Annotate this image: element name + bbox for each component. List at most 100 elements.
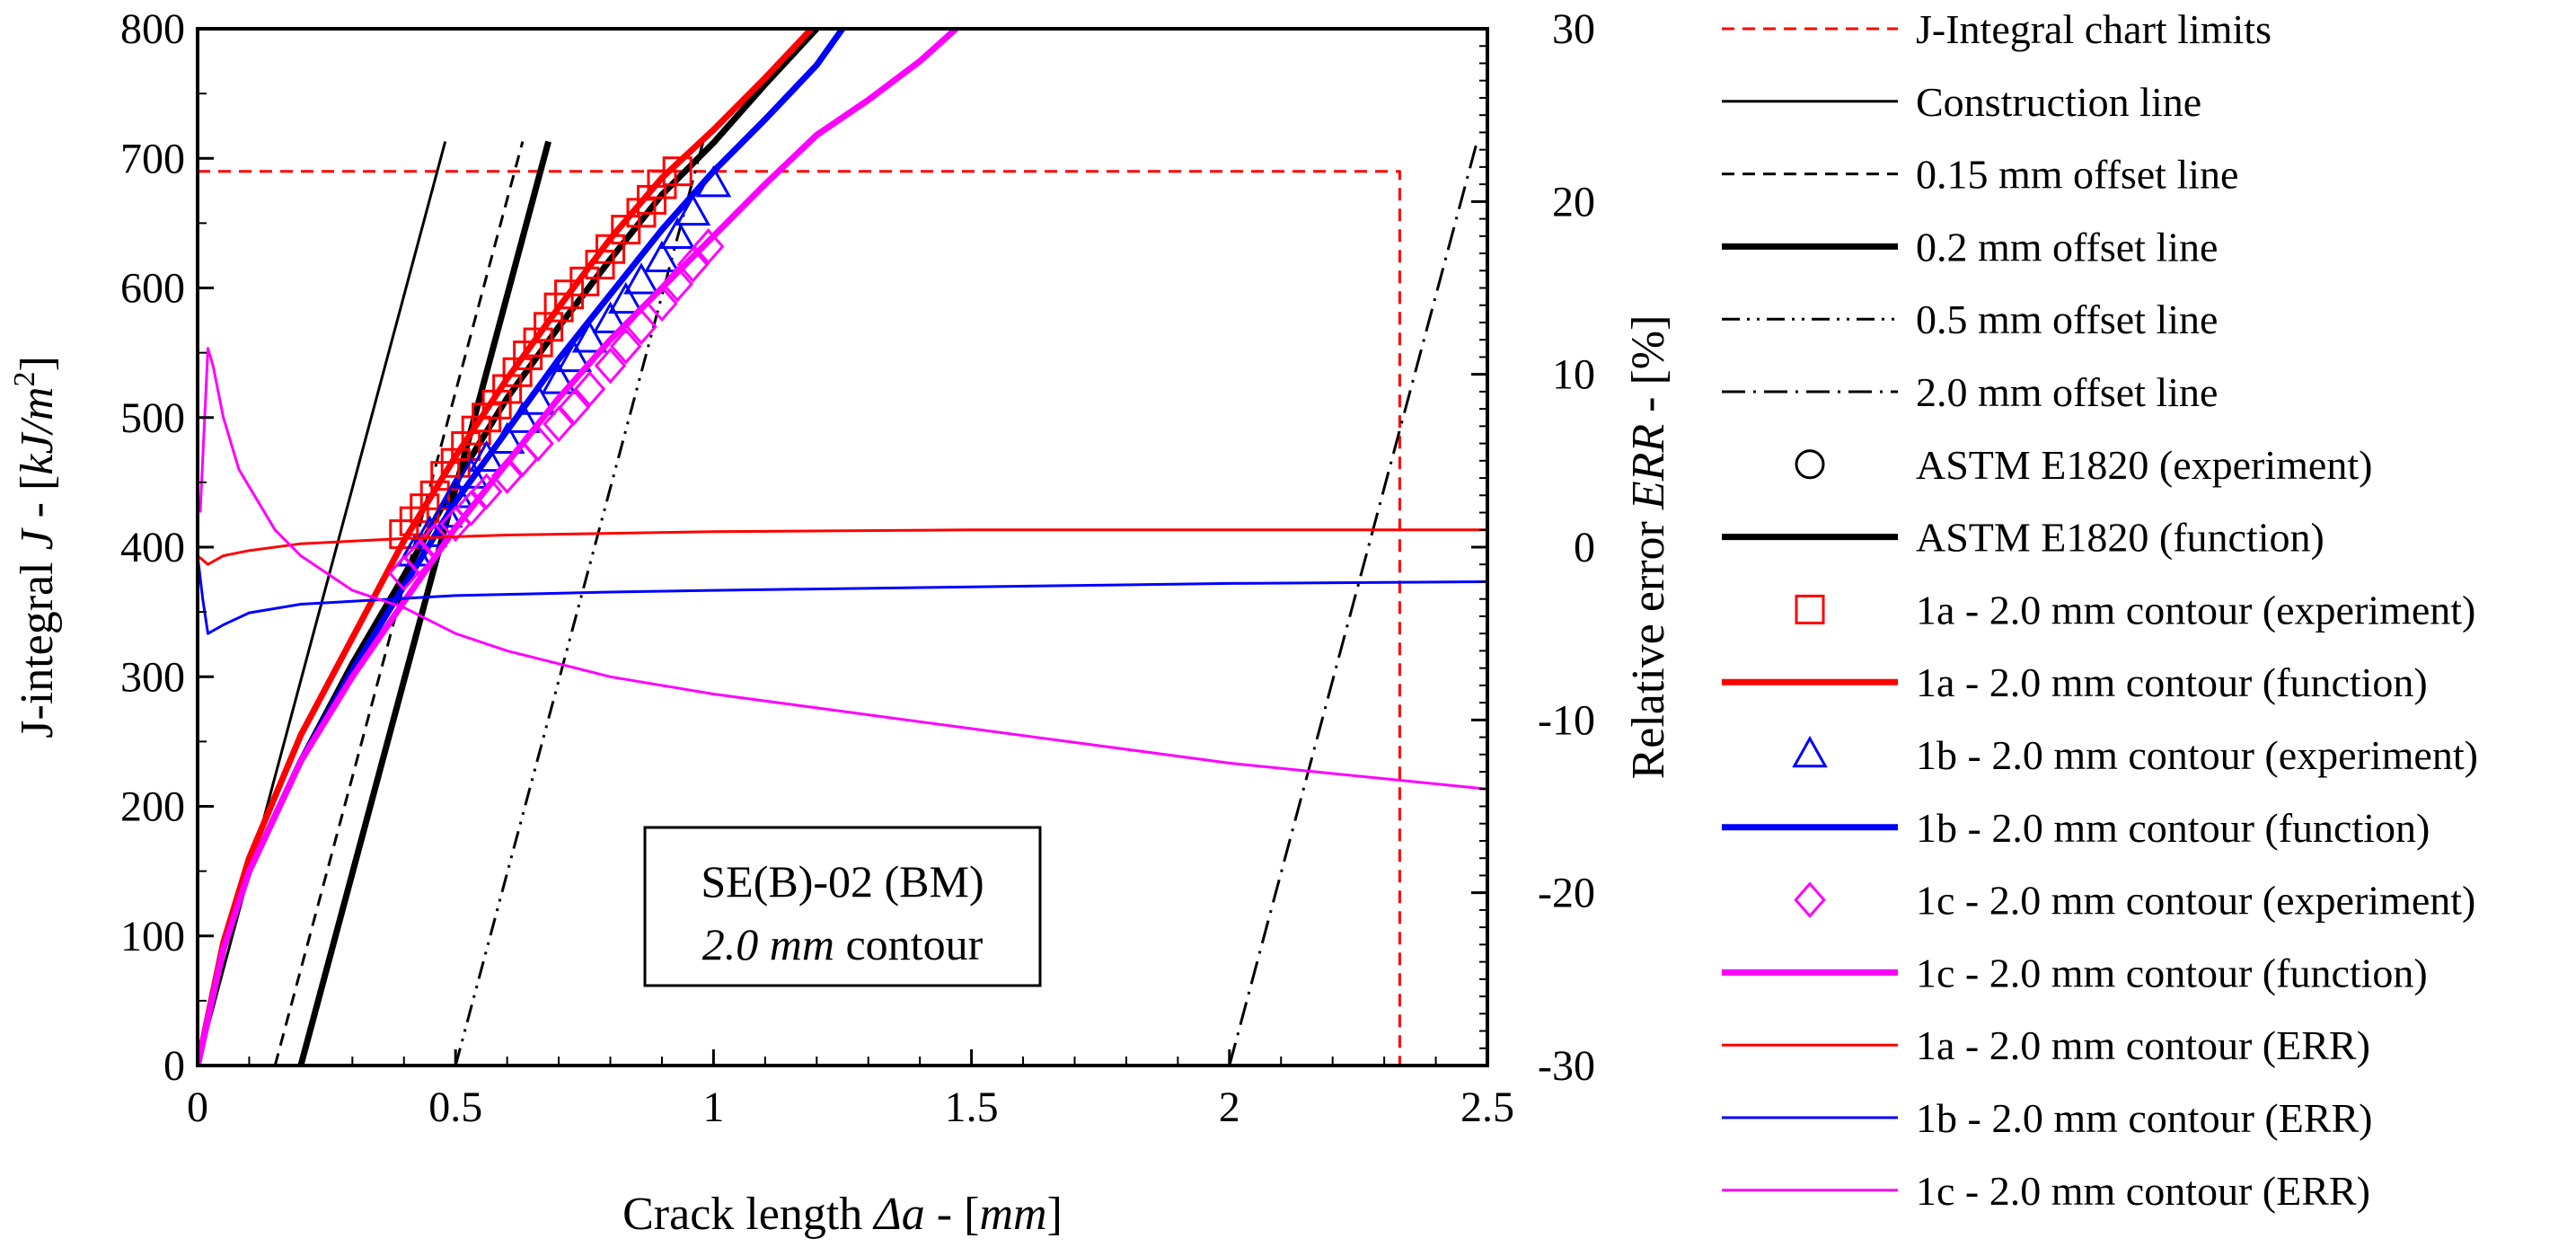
marker-point-c_exp [403, 539, 436, 576]
series-line-a_err [198, 528, 1487, 566]
x-tick-label: 2 [1219, 1084, 1240, 1131]
marker-point-c_exp [692, 228, 725, 265]
y2-axis-label-part: ERR [1623, 424, 1674, 510]
x-axis-ticks: 0 0.5 1 1.5 2 2.5 [187, 1049, 1514, 1131]
annotation-frame [643, 826, 1042, 987]
marker-point-b_exp [644, 240, 680, 273]
y-tick-label: 700 [120, 135, 185, 182]
x-tick-label: 2.5 [1460, 1084, 1514, 1131]
marker-point-b_exp [556, 340, 593, 373]
y-tick-label: 600 [120, 265, 185, 313]
y-axis-label-part: 2 [8, 372, 41, 387]
annotation-line-2: 2.0 mm contour [702, 919, 984, 969]
x-tick-label: 0 [187, 1084, 208, 1131]
marker-point-b_exp [571, 321, 608, 353]
annotation-line-1: SE(B)-02 (BM) [701, 856, 984, 907]
y-tick-label: 100 [120, 913, 185, 960]
x-axis-label-part: mm [979, 1189, 1046, 1240]
legend-label-off20: 2.0 mm offset line [1916, 369, 2218, 415]
marker-point-c_exp [573, 370, 606, 408]
marker-point-b_exp [607, 281, 644, 314]
series-line-c_fn [198, 29, 958, 1066]
y2-tick-label: 10 [1552, 351, 1595, 399]
y2-tick-label: 20 [1552, 178, 1595, 226]
legend-label-a_fn: 1a - 2.0 mm contour (function) [1916, 659, 2428, 705]
y2-tick-label: -20 [1538, 870, 1595, 917]
annotation-line-2-rest: contour [834, 919, 984, 969]
marker-point-a_exp [502, 357, 533, 387]
marker-point-b_exp [659, 217, 696, 250]
marker-point-a_exp [523, 327, 553, 358]
legend-label-off02: 0.2 mm offset line [1916, 224, 2218, 270]
annotation-line-2-italic: 2.0 mm [702, 919, 834, 969]
marker-point-c_exp [610, 328, 642, 365]
y-tick-label: 800 [120, 5, 185, 53]
x-axis-label-part: Δa [872, 1189, 925, 1240]
y2-axis-label: Relative error ERR - [%] [1623, 315, 1674, 780]
series-line-a_fn [198, 29, 815, 1066]
x-axis-label-part: Crack length [622, 1189, 874, 1240]
x-tick-label: 1 [702, 1084, 724, 1131]
y2-tick-label: 30 [1552, 5, 1595, 53]
y-tick-label: 200 [120, 783, 185, 831]
y-axis-ticks: 0 100 200 300 400 500 600 700 800 [120, 5, 214, 1090]
legend-label-astm_exp: ASTM E1820 (experiment) [1916, 442, 2372, 488]
marker-point-b_exp [468, 439, 505, 473]
y2-tick-label: -30 [1538, 1042, 1595, 1090]
y-axis-label-part: J [12, 526, 63, 550]
legend-label-c_err: 1c - 2.0 mm contour (ERR) [1916, 1168, 2370, 1214]
marker-point-b_exp [541, 362, 577, 394]
series-line-off20 [1228, 141, 1478, 1066]
legend: J-Integral chart limits Construction line… [1722, 6, 2478, 1214]
x-tick-label: 0.5 [428, 1084, 482, 1131]
y-tick-label: 0 [163, 1042, 185, 1090]
marker-point-c_exp [558, 388, 591, 426]
legend-label-limits: J-Integral chart limits [1916, 6, 2272, 52]
legend-label-b_err: 1b - 2.0 mm contour (ERR) [1916, 1095, 2373, 1141]
series-line-off015 [273, 141, 525, 1066]
marker-point-c_exp [676, 246, 710, 283]
legend-label-b_fn: 1b - 2.0 mm contour (function) [1916, 805, 2430, 851]
legend-swatch-a_exp [1795, 594, 1825, 624]
x-axis-label-part: ] [1047, 1189, 1063, 1240]
y-tick-label: 300 [120, 653, 185, 701]
y2-axis-ticks: -30 -20 -10 0 10 20 30 [1471, 5, 1595, 1090]
legend-swatch-b_exp [1792, 735, 1828, 768]
legend-label-construction: Construction line [1916, 79, 2201, 125]
marker-point-b_exp [675, 193, 711, 226]
x-axis-label: Crack length Δa - [mm] [622, 1189, 1063, 1240]
y-axis-label-part: J-integral [12, 550, 63, 738]
y-tick-label: 400 [120, 524, 185, 571]
y-axis-label-part: ] [12, 356, 63, 371]
marker-point-a_exp [662, 156, 693, 187]
series-line-limits [198, 170, 1401, 1066]
y-axis-label-part: - [ [12, 475, 63, 530]
marker-point-c_exp [454, 490, 488, 527]
y-tick-label: 500 [120, 394, 185, 442]
marker-point-a_exp [451, 430, 481, 461]
y2-tick-label: -10 [1538, 696, 1595, 744]
series-line-c_err [198, 347, 1487, 791]
marker-point-b_exp [623, 262, 659, 295]
legend-label-a_exp: 1a - 2.0 mm contour (experiment) [1916, 587, 2475, 632]
marker-point-a_exp [419, 480, 450, 510]
y2-tick-label: 0 [1574, 524, 1595, 571]
series-layer [198, 29, 1487, 1066]
legend-swatch-c_exp [1794, 881, 1826, 918]
legend-label-c_exp: 1c - 2.0 mm contour (experiment) [1916, 878, 2475, 924]
series-line-off02 [297, 140, 551, 1066]
x-tick-label: 1.5 [945, 1084, 999, 1131]
annotation-box: SE(B)-02 (BM) 2.0 mm contour [643, 826, 1042, 987]
legend-label-off015: 0.15 mm offset line [1916, 152, 2238, 198]
marker-point-a_exp [534, 312, 564, 342]
legend-label-c_fn: 1c - 2.0 mm contour (function) [1916, 950, 2428, 995]
x-axis-label-part: - [ [925, 1189, 980, 1240]
marker-point-c_exp [594, 347, 627, 385]
marker-point-b_exp [592, 301, 629, 333]
marker-point-c_exp [543, 405, 575, 443]
legend-label-b_exp: 1b - 2.0 mm contour (experiment) [1916, 732, 2478, 778]
legend-swatch-astm_exp [1795, 449, 1825, 480]
legend-label-astm_fn: ASTM E1820 (function) [1916, 515, 2325, 561]
legend-label-a_err: 1a - 2.0 mm contour (ERR) [1916, 1022, 2370, 1068]
